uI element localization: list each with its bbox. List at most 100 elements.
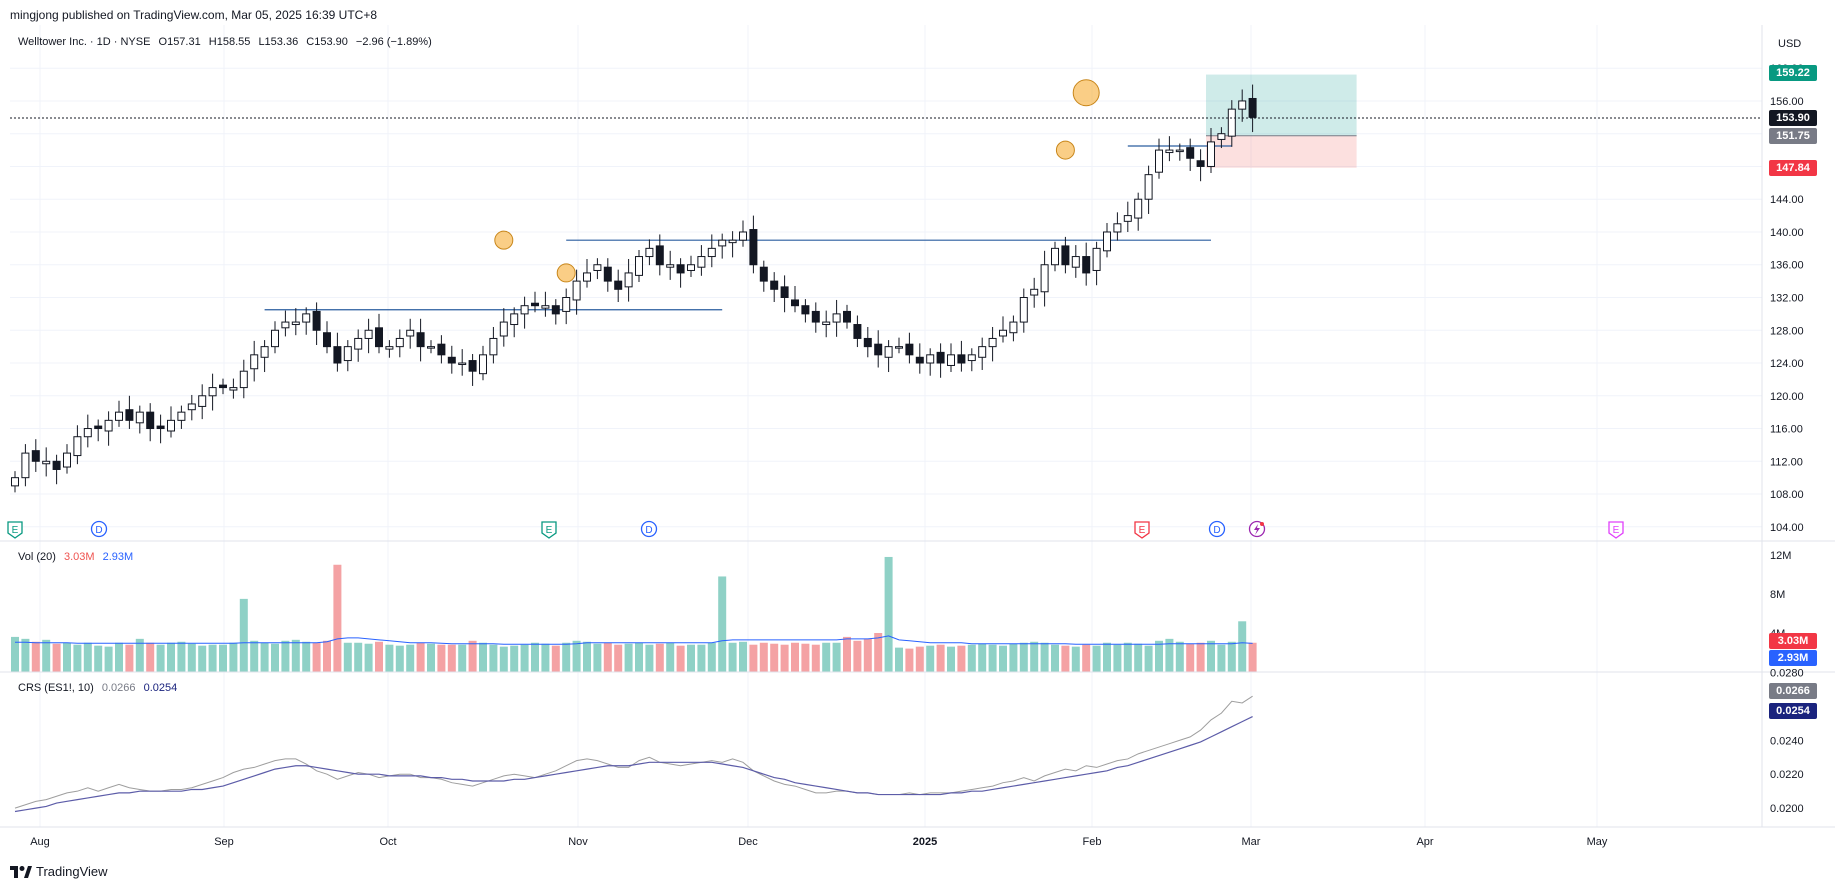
candle-body: [52, 460, 61, 470]
candle-body: [1134, 198, 1143, 219]
candle: [884, 340, 893, 373]
candle-body: [707, 247, 716, 258]
currency-label: USD: [1778, 38, 1802, 50]
candle-body: [302, 313, 311, 323]
candle-body: [1175, 149, 1184, 153]
volume-bar: [832, 642, 841, 672]
candle: [291, 308, 300, 336]
candle: [718, 233, 727, 259]
volume-bar: [905, 648, 914, 672]
volume-bar: [915, 646, 924, 672]
time-tick-label: Dec: [738, 836, 758, 848]
highlight-circle: [1072, 79, 1100, 107]
candle: [187, 394, 196, 421]
volume-bar: [385, 644, 394, 672]
crs-tick-label: 0.0200: [1770, 803, 1804, 815]
volume-bar: [323, 640, 331, 672]
candle-body: [1051, 247, 1059, 266]
candle: [687, 255, 695, 278]
candle: [447, 345, 456, 374]
volume-bar: [645, 644, 654, 672]
volume-bar: [458, 644, 467, 672]
candle: [1144, 165, 1153, 214]
candle-body: [666, 264, 675, 268]
candle: [915, 343, 924, 374]
candle-body: [1009, 321, 1018, 334]
candle: [1040, 250, 1049, 307]
candle-body: [791, 299, 799, 307]
event-marker-label: E: [12, 525, 19, 536]
target-price-tag: 159.22: [1769, 65, 1817, 81]
candle-body: [718, 239, 727, 247]
time-tick-label: Apr: [1416, 836, 1433, 848]
candle-body: [427, 346, 435, 349]
candle: [489, 326, 498, 364]
candle-body: [947, 354, 955, 366]
time-tick-label: Sep: [214, 836, 234, 848]
crs-tick-label: 0.0280: [1770, 667, 1804, 679]
volume-bar: [198, 645, 207, 672]
stop-zone: [1206, 135, 1357, 168]
candle: [375, 313, 383, 354]
volume-bar: [863, 638, 872, 672]
volume-bar: [229, 642, 238, 672]
candle-body: [1019, 297, 1028, 323]
tradingview-logo-icon: [10, 865, 32, 878]
volume-bar: [728, 642, 737, 672]
event-marker: D: [90, 520, 108, 538]
candle-body: [416, 332, 425, 348]
candle: [1196, 149, 1205, 182]
volume-bar: [655, 643, 664, 672]
volume-bar: [884, 556, 893, 672]
candle: [520, 296, 529, 329]
volume-bar: [104, 646, 113, 672]
volume-bar: [739, 641, 747, 672]
candle-body: [333, 346, 342, 364]
candle-body: [135, 411, 144, 424]
candle-body: [822, 321, 831, 326]
volume-bar: [1238, 621, 1247, 672]
volume-bar: [541, 643, 550, 672]
volume-bar: [853, 640, 862, 672]
candle-body: [687, 264, 695, 271]
volume-bars: [11, 556, 1257, 672]
tradingview-logo-text: TradingView: [36, 864, 108, 879]
candle-body: [177, 411, 186, 421]
volume-bar: [219, 644, 227, 672]
candle-body: [447, 356, 456, 364]
candle: [1092, 241, 1101, 286]
candle: [895, 337, 903, 354]
candle-body: [572, 280, 581, 301]
volume-bar: [416, 642, 425, 672]
candle: [1082, 242, 1091, 286]
candle-body: [323, 332, 331, 348]
volume-bar: [343, 642, 352, 672]
highlight-circle: [1055, 140, 1075, 160]
candle-body: [489, 337, 498, 356]
volume-bar: [187, 643, 196, 672]
candle: [406, 318, 415, 349]
candle: [905, 332, 914, 364]
volume-bar: [1030, 641, 1039, 672]
tradingview-logo[interactable]: TradingView: [10, 864, 108, 879]
candle-body: [895, 346, 903, 349]
volume-bar: [479, 642, 487, 672]
volume-bar: [333, 564, 342, 672]
crs-value1: 0.0266: [101, 682, 136, 694]
legend-open: O157.31: [158, 36, 201, 48]
candle-body: [1123, 215, 1132, 222]
candle-body: [905, 343, 914, 356]
volume-bar: [437, 644, 446, 672]
volume-bar: [780, 644, 789, 672]
candle: [531, 291, 539, 313]
candle-body: [759, 266, 768, 282]
crs-value1-tag: 0.0266: [1769, 683, 1817, 699]
candle: [541, 291, 550, 317]
volume-bar: [1103, 642, 1111, 672]
candle: [1103, 222, 1111, 258]
event-marker: E: [1134, 521, 1150, 539]
candle-body: [531, 302, 539, 307]
candle: [198, 384, 207, 420]
volume-bar: [1217, 644, 1226, 672]
